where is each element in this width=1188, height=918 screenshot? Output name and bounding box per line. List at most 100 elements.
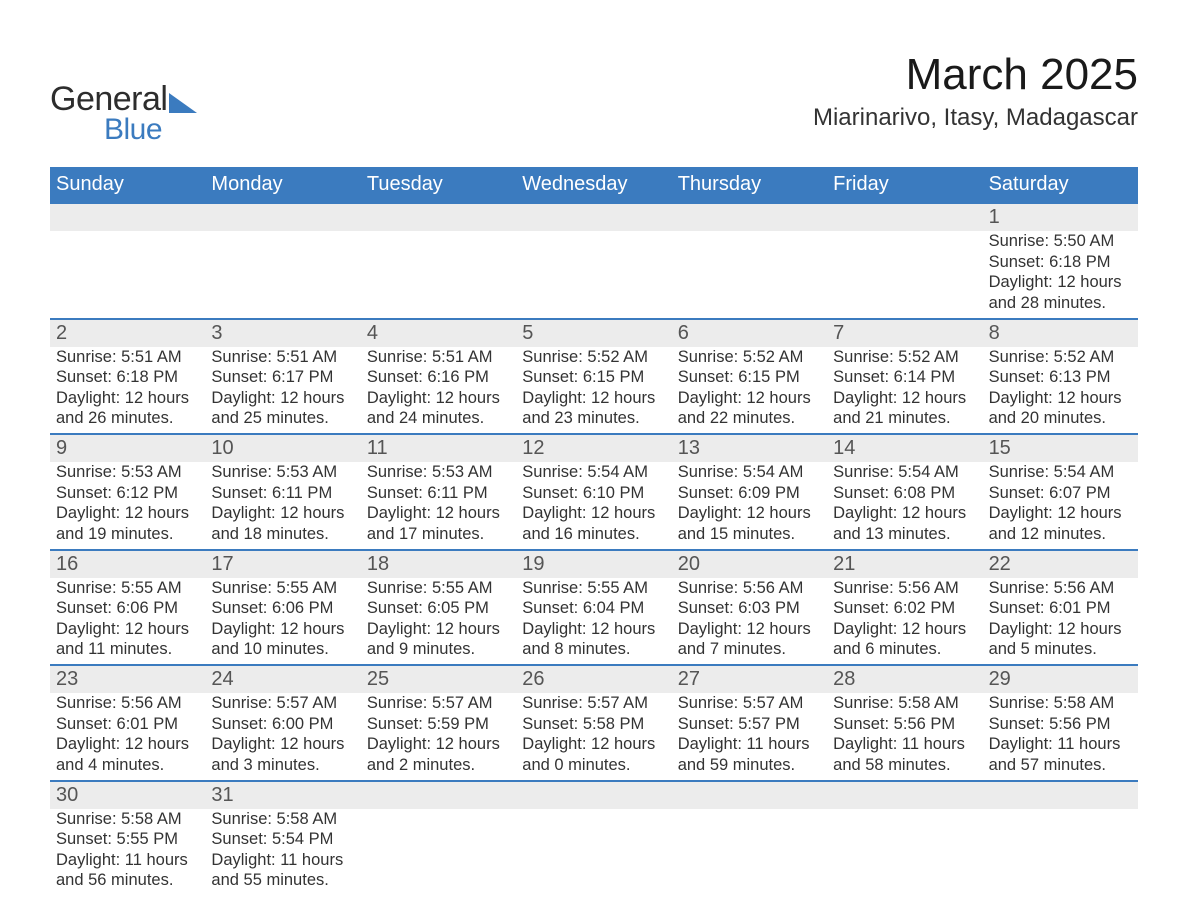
day-detail-line: Daylight: 12 hours: [678, 503, 821, 524]
day-number: [672, 204, 827, 231]
day-cell: Sunrise: 5:58 AMSunset: 5:55 PMDaylight:…: [50, 809, 205, 896]
day-detail-line: Sunrise: 5:51 AM: [56, 347, 199, 368]
day-detail-line: and 2 minutes.: [367, 755, 510, 776]
day-detail-line: and 17 minutes.: [367, 524, 510, 545]
day-detail-line: Daylight: 12 hours: [522, 734, 665, 755]
day-detail-line: Daylight: 12 hours: [367, 619, 510, 640]
day-cell: Sunrise: 5:57 AMSunset: 6:00 PMDaylight:…: [205, 693, 360, 780]
day-number: 10: [205, 435, 360, 462]
day-number: [516, 782, 671, 809]
day-number: 27: [672, 666, 827, 693]
day-detail-line: Sunset: 6:08 PM: [833, 483, 976, 504]
day-number: [50, 204, 205, 231]
day-number: 21: [827, 551, 982, 578]
day-detail-line: and 15 minutes.: [678, 524, 821, 545]
day-cell: Sunrise: 5:50 AMSunset: 6:18 PMDaylight:…: [983, 231, 1138, 318]
day-detail-line: Sunrise: 5:56 AM: [56, 693, 199, 714]
day-detail-line: Daylight: 12 hours: [211, 734, 354, 755]
day-detail-line: and 6 minutes.: [833, 639, 976, 660]
day-detail-line: Sunset: 6:17 PM: [211, 367, 354, 388]
weekday-header: Monday: [205, 167, 360, 204]
day-detail-line: Sunset: 6:06 PM: [211, 598, 354, 619]
title-block: March 2025 Miarinarivo, Itasy, Madagasca…: [813, 50, 1138, 132]
day-detail-line: Sunset: 5:56 PM: [833, 714, 976, 735]
day-detail-line: Sunrise: 5:50 AM: [989, 231, 1132, 252]
day-detail-line: Sunset: 6:03 PM: [678, 598, 821, 619]
day-number: 7: [827, 320, 982, 347]
day-detail-line: and 7 minutes.: [678, 639, 821, 660]
day-cell: Sunrise: 5:58 AMSunset: 5:56 PMDaylight:…: [827, 693, 982, 780]
day-number: [516, 204, 671, 231]
day-cell: Sunrise: 5:55 AMSunset: 6:05 PMDaylight:…: [361, 578, 516, 665]
day-number: 13: [672, 435, 827, 462]
logo: General Blue: [50, 80, 197, 147]
weekday-header: Friday: [827, 167, 982, 204]
day-cell: Sunrise: 5:56 AMSunset: 6:01 PMDaylight:…: [50, 693, 205, 780]
daynum-row: 2345678: [50, 318, 1138, 347]
day-detail-line: and 12 minutes.: [989, 524, 1132, 545]
day-detail-line: Daylight: 12 hours: [989, 388, 1132, 409]
day-detail-line: Sunset: 6:11 PM: [211, 483, 354, 504]
day-detail-line: and 19 minutes.: [56, 524, 199, 545]
day-detail-line: Sunrise: 5:57 AM: [678, 693, 821, 714]
day-detail-line: and 57 minutes.: [989, 755, 1132, 776]
day-cell: Sunrise: 5:52 AMSunset: 6:15 PMDaylight:…: [672, 347, 827, 434]
day-number: [827, 782, 982, 809]
page-header: General Blue March 2025 Miarinarivo, Ita…: [50, 50, 1138, 147]
day-number: 15: [983, 435, 1138, 462]
day-detail-line: and 13 minutes.: [833, 524, 976, 545]
day-number: 22: [983, 551, 1138, 578]
day-number: 29: [983, 666, 1138, 693]
day-cell: Sunrise: 5:54 AMSunset: 6:08 PMDaylight:…: [827, 462, 982, 549]
day-detail-line: Daylight: 12 hours: [56, 503, 199, 524]
day-detail-line: Daylight: 12 hours: [367, 734, 510, 755]
week-row: Sunrise: 5:51 AMSunset: 6:18 PMDaylight:…: [50, 347, 1138, 434]
day-detail-line: Sunset: 6:18 PM: [56, 367, 199, 388]
day-detail-line: and 25 minutes.: [211, 408, 354, 429]
weekday-header: Sunday: [50, 167, 205, 204]
day-detail-line: Daylight: 11 hours: [989, 734, 1132, 755]
day-detail-line: Sunset: 6:18 PM: [989, 252, 1132, 273]
day-cell: Sunrise: 5:56 AMSunset: 6:02 PMDaylight:…: [827, 578, 982, 665]
day-detail-line: Sunset: 6:01 PM: [989, 598, 1132, 619]
day-number: 26: [516, 666, 671, 693]
day-detail-line: Daylight: 12 hours: [678, 388, 821, 409]
day-cell: Sunrise: 5:53 AMSunset: 6:11 PMDaylight:…: [361, 462, 516, 549]
day-detail-line: and 28 minutes.: [989, 293, 1132, 314]
day-cell: Sunrise: 5:57 AMSunset: 5:58 PMDaylight:…: [516, 693, 671, 780]
weekday-header: Tuesday: [361, 167, 516, 204]
day-detail-line: Daylight: 11 hours: [56, 850, 199, 871]
day-detail-line: Sunrise: 5:56 AM: [678, 578, 821, 599]
day-detail-line: Sunrise: 5:57 AM: [211, 693, 354, 714]
day-detail-line: and 18 minutes.: [211, 524, 354, 545]
day-detail-line: and 8 minutes.: [522, 639, 665, 660]
day-detail-line: Sunrise: 5:55 AM: [211, 578, 354, 599]
day-number: [672, 782, 827, 809]
day-detail-line: Sunrise: 5:51 AM: [367, 347, 510, 368]
day-detail-line: Sunset: 5:54 PM: [211, 829, 354, 850]
day-number: 17: [205, 551, 360, 578]
day-cell: Sunrise: 5:55 AMSunset: 6:04 PMDaylight:…: [516, 578, 671, 665]
day-cell: [516, 809, 671, 896]
day-detail-line: and 24 minutes.: [367, 408, 510, 429]
day-cell: [672, 231, 827, 318]
day-cell: [361, 809, 516, 896]
day-detail-line: Sunset: 6:07 PM: [989, 483, 1132, 504]
weekday-header: Thursday: [672, 167, 827, 204]
day-detail-line: Sunrise: 5:52 AM: [522, 347, 665, 368]
day-detail-line: Sunrise: 5:53 AM: [367, 462, 510, 483]
day-detail-line: Daylight: 12 hours: [833, 619, 976, 640]
day-detail-line: Daylight: 12 hours: [678, 619, 821, 640]
day-detail-line: and 21 minutes.: [833, 408, 976, 429]
day-detail-line: and 11 minutes.: [56, 639, 199, 660]
day-number: [827, 204, 982, 231]
day-detail-line: Sunset: 5:59 PM: [367, 714, 510, 735]
day-cell: [516, 231, 671, 318]
day-cell: Sunrise: 5:52 AMSunset: 6:14 PMDaylight:…: [827, 347, 982, 434]
day-cell: Sunrise: 5:54 AMSunset: 6:10 PMDaylight:…: [516, 462, 671, 549]
day-detail-line: and 10 minutes.: [211, 639, 354, 660]
day-number: 4: [361, 320, 516, 347]
daynum-row: 23242526272829: [50, 664, 1138, 693]
day-detail-line: Daylight: 12 hours: [211, 388, 354, 409]
day-cell: Sunrise: 5:55 AMSunset: 6:06 PMDaylight:…: [205, 578, 360, 665]
